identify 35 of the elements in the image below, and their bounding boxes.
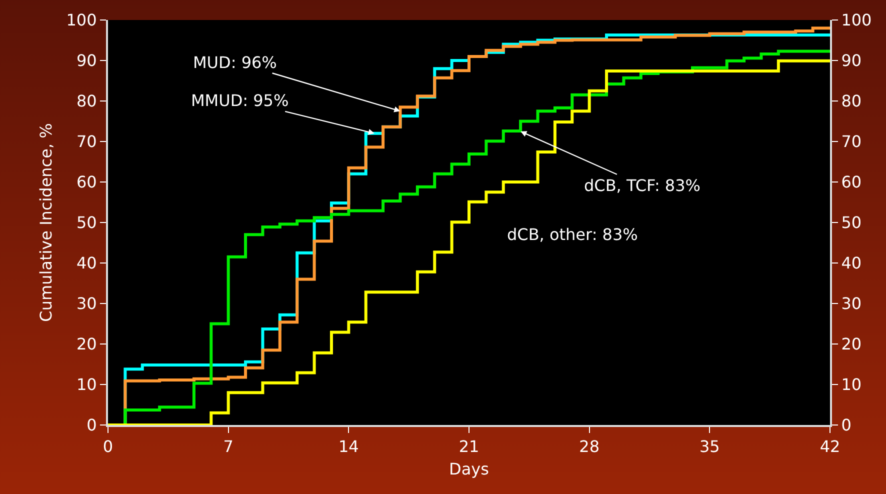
x-tick-label: 14 [338,437,359,456]
y-tick-label: 100 [66,10,97,30]
y2-tick-label: 70 [841,132,862,152]
y-tick-label: 50 [76,213,97,232]
y2-tick-label: 30 [841,294,862,314]
annotation: dCB, other: 83% [507,225,638,244]
y-tick-label: 30 [76,294,97,314]
y2-tick-label: 90 [841,51,862,70]
y2-tick-label: 60 [841,172,862,192]
x-tick-label: 42 [820,437,840,456]
y2-tick-label: 50 [841,213,862,232]
y-tick-label: 10 [76,375,97,394]
annotation: MMUD: 95% [191,91,289,110]
y-tick-label: 40 [76,254,97,273]
annotation: dCB, TCF: 83% [584,176,700,195]
y-tick-label: 80 [76,92,97,111]
y-tick-label: 0 [86,416,97,435]
y2-tick-label: 40 [841,254,862,273]
x-tick-label: 7 [223,437,234,456]
x-tick-label: 0 [102,437,114,456]
y2-tick-label: 10 [841,375,862,394]
x-tick-label: 28 [579,437,600,456]
y2-tick-label: 100 [841,10,872,30]
y-axis-title: Cumulative Incidence, % [36,123,56,322]
y-tick-label: 90 [76,51,97,70]
y2-tick-label: 0 [841,416,852,435]
annotation: MUD: 96% [193,53,277,72]
y-tick-label: 60 [76,172,97,192]
x-axis-title: Days [449,459,489,478]
y-tick-label: 70 [76,132,97,152]
x-tick-label: 35 [699,437,720,456]
x-tick-label: 21 [458,437,480,456]
y2-tick-label: 80 [841,92,862,111]
y-tick-label: 20 [76,334,97,354]
y2-tick-label: 20 [841,334,862,354]
